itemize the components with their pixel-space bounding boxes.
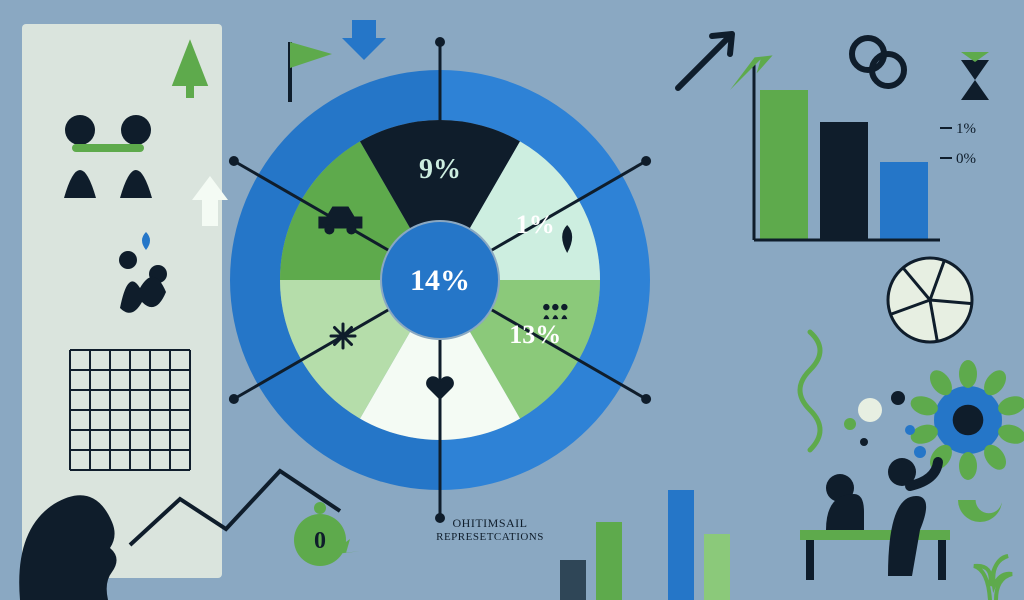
sunburst-petal-icon xyxy=(959,360,977,388)
bench-leg-icon xyxy=(938,540,946,580)
held-dot-icon xyxy=(914,446,926,458)
donut-spoke-knob xyxy=(641,394,651,404)
badge-ring-icon xyxy=(314,502,326,514)
donut-chart: 9% 1% 13% 14% xyxy=(229,37,651,523)
mini-bar xyxy=(632,542,658,600)
mini-bar xyxy=(668,490,694,600)
people-bar-icon xyxy=(72,144,144,152)
donut-center-label: 14% xyxy=(410,264,470,297)
sunburst-inner-icon xyxy=(953,405,984,436)
bar-0 xyxy=(760,90,808,240)
car-wheel-icon xyxy=(346,225,356,235)
people-dot-icon xyxy=(561,304,567,310)
dancer-head-icon xyxy=(119,251,137,269)
people-dot-icon xyxy=(552,304,558,310)
mini-bar xyxy=(560,560,586,600)
people-dot-icon xyxy=(543,304,549,310)
bar-tick-label: 1% xyxy=(956,121,976,137)
hourglass-icon xyxy=(961,60,989,100)
bar-1 xyxy=(820,122,868,240)
bar-chart-right: 1% 0% xyxy=(754,60,976,240)
scatter-dot-icon xyxy=(858,398,882,422)
donut-spoke-knob xyxy=(641,156,651,166)
donut-label-2: 1% xyxy=(516,210,555,239)
donut-label-1: 9% xyxy=(419,154,461,185)
sunburst-petal-icon xyxy=(959,452,977,480)
mini-bar xyxy=(704,534,730,600)
bench-icon xyxy=(800,530,950,540)
bar-tick-label: 0% xyxy=(956,151,976,167)
infographic-svg: 9% 1% 13% 14% 1% 0% 0 xyxy=(0,0,1024,600)
scatter-dot-icon xyxy=(905,425,915,435)
donut-spoke-knob xyxy=(435,37,445,47)
caption-text: OHITIMSAILREPRESETCATIONS xyxy=(410,516,570,543)
scatter-dot-icon xyxy=(860,438,868,446)
scatter-dot-icon xyxy=(844,418,856,430)
tree-trunk-icon xyxy=(186,86,194,98)
donut-spoke-knob xyxy=(229,394,239,404)
plant-icon xyxy=(974,556,1012,600)
caption-line-2: REPRESETCATIONS xyxy=(410,531,570,543)
bench-leg-icon xyxy=(806,540,814,580)
badge-label: 0 xyxy=(314,528,326,554)
down-arrow-icon xyxy=(342,20,386,60)
scatter-dot-icon xyxy=(891,391,905,405)
arrow-ne-green-icon xyxy=(730,55,773,90)
arrow-ne-icon xyxy=(678,34,732,88)
donut-label-3: 13% xyxy=(509,320,561,349)
bar-2 xyxy=(880,162,928,240)
person-head-icon xyxy=(121,115,151,145)
car-wheel-icon xyxy=(324,225,334,235)
mini-bar xyxy=(596,522,622,600)
person-head-icon xyxy=(65,115,95,145)
infographic-canvas: 9% 1% 13% 14% 1% 0% 0 OHITIMSAILREPRESETCATIONS xyxy=(0,0,1024,600)
smoke-icon xyxy=(800,332,820,450)
sit-body-icon xyxy=(826,494,864,530)
flag-icon xyxy=(290,42,332,68)
caption-line-1: OHITIMSAIL xyxy=(410,516,570,531)
donut-spoke-knob xyxy=(229,156,239,166)
swoosh-icon xyxy=(958,500,1002,522)
mini-bar-chart xyxy=(560,490,730,600)
